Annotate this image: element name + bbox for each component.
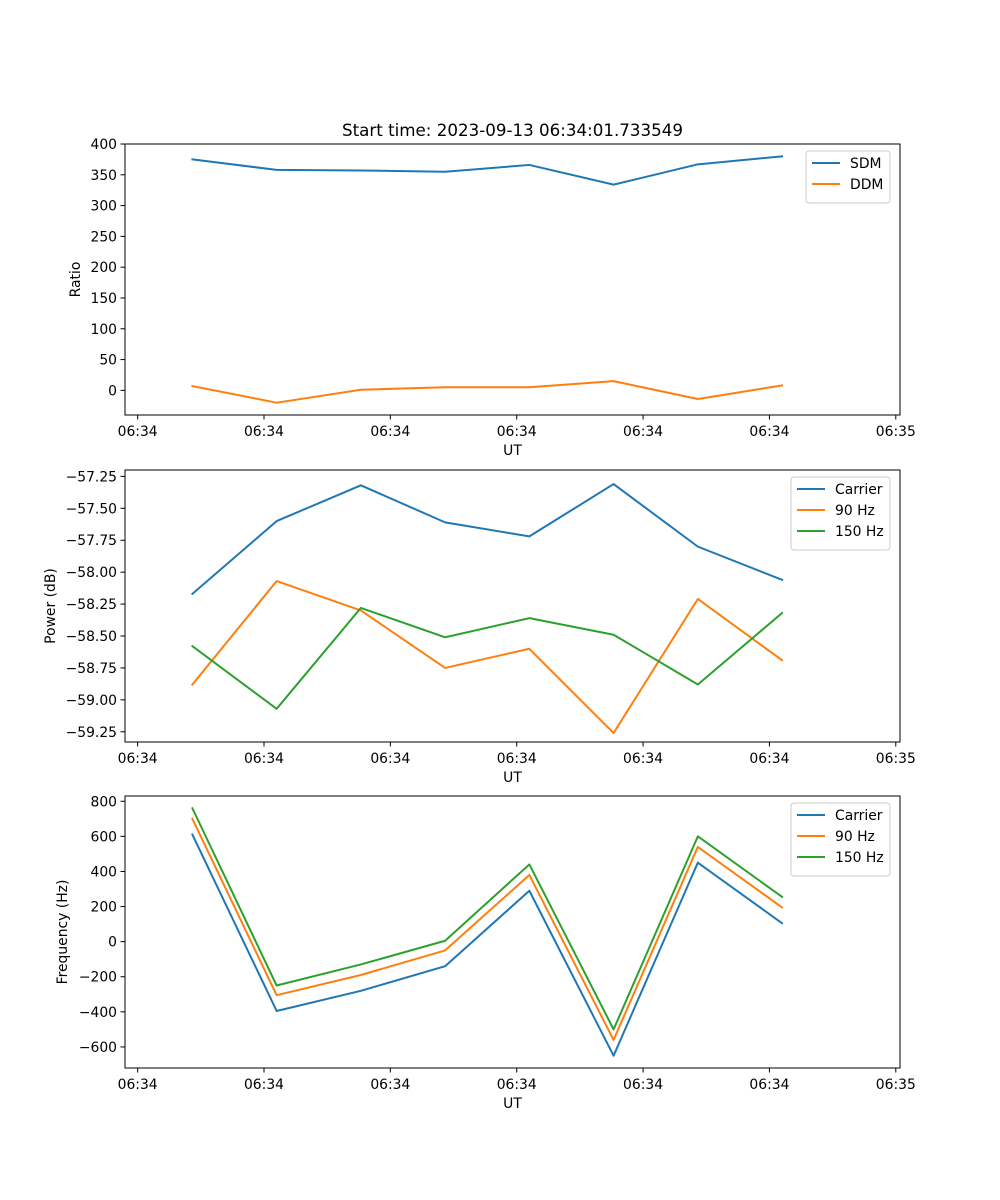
y-tick-label: 400 bbox=[90, 864, 117, 880]
legend: Carrier 90 Hz 150 Hz bbox=[790, 802, 891, 877]
y-tick-label: 150 bbox=[90, 291, 117, 307]
y-tick-label: −59.00 bbox=[66, 693, 117, 709]
y-tick-label: 0 bbox=[108, 383, 117, 399]
x-tick-label: 06:34 bbox=[118, 751, 158, 767]
y-tick-label: −400 bbox=[79, 1005, 117, 1021]
y-axis-label: Power (dB) bbox=[43, 568, 59, 644]
y-tick-label: 250 bbox=[90, 229, 117, 245]
y-tick-label: −58.50 bbox=[66, 629, 117, 645]
y-axis-label: Frequency (Hz) bbox=[55, 880, 71, 985]
series-line-150-hz bbox=[191, 806, 784, 1031]
y-tick-label: 400 bbox=[90, 137, 117, 153]
legend-label: 150 Hz bbox=[835, 524, 884, 540]
axes-frame bbox=[124, 143, 901, 416]
x-tick-label: 06:34 bbox=[623, 1077, 663, 1093]
series-line-150-hz bbox=[190, 606, 784, 710]
x-tick-label: 06:34 bbox=[118, 424, 158, 440]
chart-panel-2: 06:34 06:34 06:34 06:34 06:34 06:34 06:35 −59.2… bbox=[43, 469, 916, 786]
y-tick-label: 350 bbox=[90, 168, 117, 184]
x-axis-label: UT bbox=[503, 1096, 522, 1112]
y-tick-label: 600 bbox=[90, 829, 117, 845]
series-line-90-hz bbox=[190, 580, 784, 735]
y-tick-label: 800 bbox=[90, 794, 117, 810]
legend-label: DDM bbox=[850, 177, 883, 193]
legend: Carrier 90 Hz 150 Hz bbox=[790, 476, 891, 551]
x-tick-label: 06:34 bbox=[749, 424, 789, 440]
series-line-ddm bbox=[191, 380, 784, 404]
x-tick-label: 06:34 bbox=[370, 1077, 410, 1093]
y-tick-label: 300 bbox=[90, 199, 117, 215]
x-tick-label: 06:34 bbox=[244, 1077, 284, 1093]
y-tick-label: 200 bbox=[90, 260, 117, 276]
x-tick-label: 06:34 bbox=[497, 424, 537, 440]
x-tick-label: 06:34 bbox=[370, 751, 410, 767]
series-line-sdm bbox=[191, 155, 784, 186]
chart-title: Start time: 2023-09-13 06:34:01.733549 bbox=[342, 120, 683, 140]
series-line-carrier bbox=[191, 833, 784, 1057]
x-tick-label: 06:34 bbox=[244, 424, 284, 440]
y-tick-label: −58.75 bbox=[66, 661, 117, 677]
x-tick-label: 06:34 bbox=[497, 1077, 537, 1093]
axes-frame bbox=[124, 469, 901, 743]
legend-label: 90 Hz bbox=[835, 503, 875, 519]
axes-frame bbox=[124, 795, 901, 1069]
y-tick-label: −200 bbox=[79, 970, 117, 986]
y-tick-label: 100 bbox=[90, 322, 117, 338]
x-axis-label: UT bbox=[503, 443, 522, 459]
y-tick-label: −59.25 bbox=[66, 725, 117, 741]
x-tick-label: 06:34 bbox=[370, 424, 410, 440]
y-tick-label: −57.50 bbox=[66, 501, 117, 517]
legend-label: Carrier bbox=[835, 808, 883, 824]
x-tick-label: 06:34 bbox=[749, 1077, 789, 1093]
x-tick-label: 06:35 bbox=[876, 751, 916, 767]
legend-label: Carrier bbox=[835, 482, 883, 498]
series-line-90-hz bbox=[191, 817, 784, 1041]
x-tick-label: 06:34 bbox=[623, 424, 663, 440]
y-tick-label: −600 bbox=[79, 1040, 117, 1056]
x-tick-label: 06:34 bbox=[623, 751, 663, 767]
legend-label: 150 Hz bbox=[835, 850, 884, 866]
y-axis-label: Ratio bbox=[68, 262, 84, 298]
chart-panel-3: 06:34 06:34 06:34 06:34 06:34 06:34 06:35 −600 −… bbox=[55, 794, 916, 1112]
y-tick-label: −58.25 bbox=[66, 597, 117, 613]
series-line-carrier bbox=[190, 483, 784, 596]
x-tick-label: 06:34 bbox=[749, 751, 789, 767]
y-tick-label: −58.00 bbox=[66, 565, 117, 581]
y-tick-label: 200 bbox=[90, 900, 117, 916]
legend-label: SDM bbox=[850, 156, 882, 172]
x-tick-label: 06:34 bbox=[118, 1077, 158, 1093]
x-tick-label: 06:34 bbox=[244, 751, 284, 767]
legend-label: 90 Hz bbox=[835, 829, 875, 845]
x-axis-label: UT bbox=[503, 770, 522, 786]
y-tick-label: −57.25 bbox=[66, 469, 117, 485]
x-tick-label: 06:35 bbox=[876, 424, 916, 440]
x-tick-label: 06:34 bbox=[497, 751, 537, 767]
chart-panel-1: 06:34 06:34 06:34 06:34 06:34 06:34 06:35 0 50 10… bbox=[68, 120, 916, 459]
y-tick-label: 0 bbox=[108, 935, 117, 951]
y-tick-label: −57.75 bbox=[66, 533, 117, 549]
x-tick-label: 06:35 bbox=[876, 1077, 916, 1093]
legend: SDM DDM bbox=[805, 150, 891, 204]
y-tick-label: 50 bbox=[99, 353, 117, 369]
